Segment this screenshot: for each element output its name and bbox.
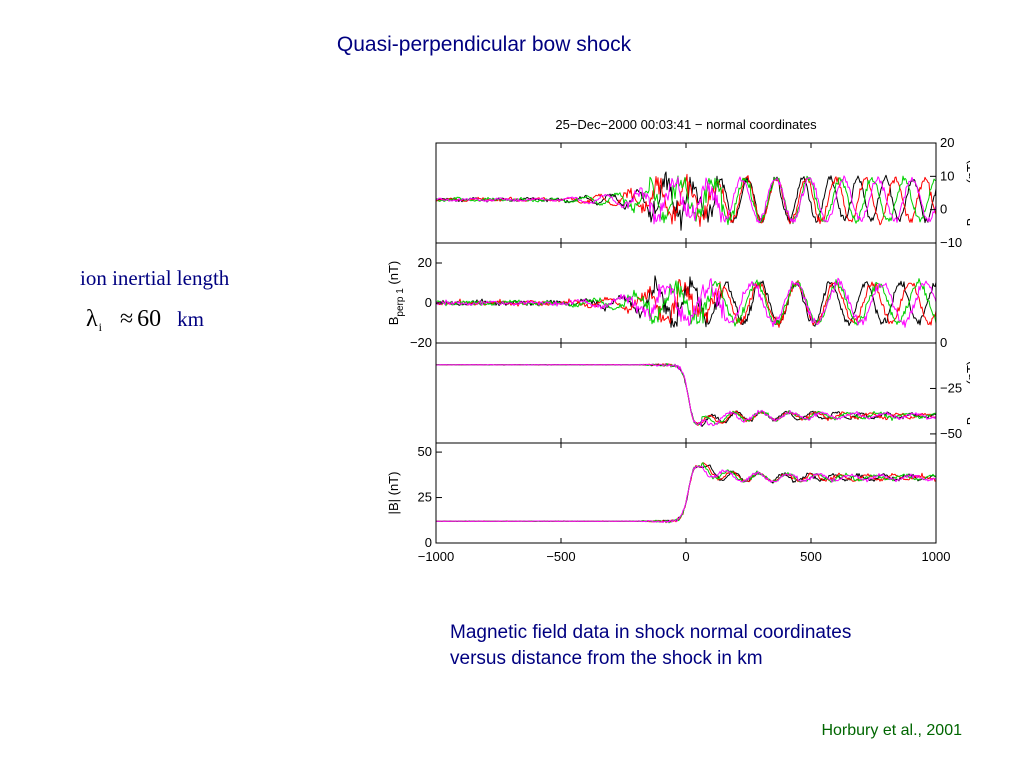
x-tick-label: −500 [546, 549, 575, 564]
x-tick-label: 0 [682, 549, 689, 564]
trace-b_magnitude-series-2 [435, 462, 937, 524]
formula-value: 60 [137, 306, 162, 332]
y-tick-label-b_normal: 0 [940, 202, 947, 217]
y-tick-label-b_perp2: −25 [940, 380, 962, 395]
panel-frame-b_perp2 [435, 342, 937, 444]
caption-line-1: Magnetic field data in shock normal coor… [450, 622, 852, 643]
formula-approx-sign: ≈ [119, 306, 134, 332]
y-axis-label-b_normal: Bnormal (nT) [964, 160, 970, 227]
y-tick-label-b_magnitude: 50 [418, 444, 432, 459]
x-tick-label: 1000 [922, 549, 951, 564]
trace-b_perp1-series-4 [435, 277, 937, 328]
y-tick-label-b_perp2: 0 [940, 335, 947, 350]
formula-subscript: i [98, 320, 102, 334]
y-tick-label-b_magnitude: 0 [425, 535, 432, 550]
chart-title: 25−Dec−2000 00:03:41 − normal coordinate… [555, 117, 817, 132]
trace-b_magnitude-series-4 [435, 465, 937, 523]
formula-symbol: λ [86, 306, 98, 332]
formula-unit: km [177, 307, 204, 331]
y-tick-label-b_perp1: 20 [418, 255, 432, 270]
panel-frame-b_normal [435, 142, 937, 244]
ion-inertial-length-heading: ion inertial length [80, 266, 230, 290]
panel-frame-b_magnitude [435, 442, 937, 544]
trace-b_perp2-series-4 [435, 363, 937, 427]
y-axis-label-b_perp2: Bperp 2 (nT) [964, 361, 970, 425]
y-tick-label-b_normal: 20 [940, 135, 954, 150]
slide-title: Quasi-perpendicular bow shock [336, 33, 632, 56]
trace-b_normal-series-4 [435, 175, 937, 225]
y-tick-label-b_perp1: −20 [410, 335, 432, 350]
y-tick-label-b_perp2: −50 [940, 426, 962, 441]
x-tick-label: −1000 [418, 549, 455, 564]
y-tick-label-b_normal: 10 [940, 168, 954, 183]
y-tick-label-b_perp1: 0 [425, 295, 432, 310]
ion-inertial-length-formula: λi ≈60 km [86, 306, 204, 334]
y-axis-label-b_magnitude: |B| (nT) [386, 472, 401, 515]
x-tick-label: 500 [800, 549, 822, 564]
trace-b_magnitude-series-1 [435, 464, 936, 523]
trace-b_magnitude-series-3 [436, 462, 937, 524]
trace-b_normal-series-3 [435, 175, 937, 226]
magnetic-field-chart: 25−Dec−2000 00:03:41 − normal coordinate… [386, 117, 970, 564]
trace-b_perp1-series-3 [435, 278, 937, 327]
figure-caption: Magnetic field data in shock normal coor… [450, 620, 970, 672]
caption-line-2: versus distance from the shock in km [450, 648, 763, 669]
y-tick-label-b_magnitude: 25 [418, 490, 432, 505]
y-tick-label-b_normal: −10 [940, 235, 962, 250]
y-axis-label-b_perp1: Bperp 1 (nT) [386, 261, 406, 325]
citation: Horbury et al., 2001 [821, 722, 962, 739]
